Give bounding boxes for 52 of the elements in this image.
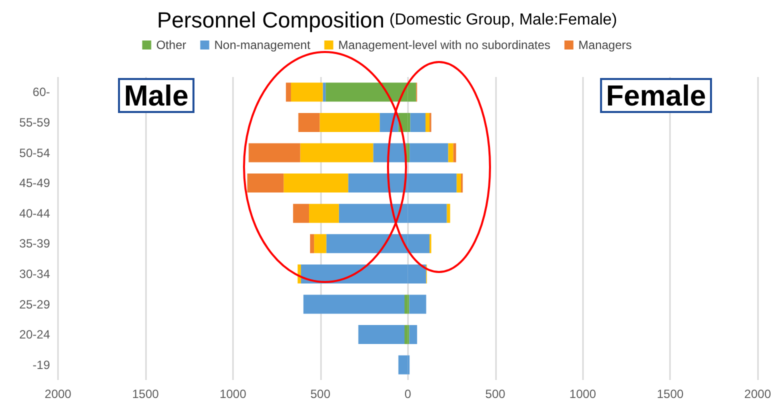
annotation: Male [124, 80, 188, 112]
bar [290, 82, 323, 102]
y-tick-label: 20-24 [19, 328, 50, 342]
bar [409, 294, 426, 314]
legend-label: Managers [578, 38, 632, 52]
bar [358, 325, 405, 344]
bar [310, 234, 314, 254]
bar [303, 294, 405, 314]
x-tick-label: 500 [485, 387, 506, 401]
bar [247, 174, 284, 193]
bar [398, 355, 408, 374]
annotation: Female [606, 80, 706, 112]
x-tick-label: 2000 [744, 387, 772, 401]
bar [446, 204, 450, 223]
y-tick-label: 45-49 [19, 176, 50, 190]
bar [293, 204, 309, 223]
bar [409, 325, 418, 344]
bar [410, 143, 448, 162]
bar [410, 112, 426, 132]
y-tick-label: 40-44 [19, 206, 50, 220]
legend-label: Other [156, 38, 186, 52]
x-tick-label: 1000 [569, 387, 596, 401]
x-tick-label: 1000 [220, 387, 247, 401]
legend-label: Non-management [214, 38, 311, 52]
bar [300, 143, 374, 162]
bar [456, 174, 461, 193]
y-tick-label: 55-59 [19, 115, 50, 130]
bar [404, 325, 408, 344]
chart-subtitle: (Domestic Group, Male:Female) [389, 12, 618, 28]
bar [314, 234, 326, 254]
chart-title: Personnel Composition [156, 8, 384, 32]
x-tick-label: 1500 [132, 387, 160, 401]
bar [404, 294, 408, 314]
bar [448, 143, 454, 162]
y-tick-label: 60- [32, 85, 50, 100]
bar [425, 112, 430, 132]
bar [320, 112, 380, 132]
x-tick-label: 500 [310, 387, 331, 401]
bar [286, 82, 291, 102]
y-tick-label: 35-39 [19, 236, 50, 251]
y-tick-label: 50-54 [19, 146, 50, 160]
x-tick-label: 1500 [656, 387, 684, 401]
bar [309, 204, 339, 223]
bar [284, 174, 348, 193]
x-tick-label: 2000 [44, 387, 72, 401]
bar [248, 143, 300, 162]
legend-label: Management-level with no subordinates [338, 38, 550, 52]
y-tick-label: -19 [32, 358, 50, 372]
bar [298, 112, 320, 132]
x-tick-label: 0 [404, 387, 412, 401]
y-tick-label: 25-29 [19, 297, 50, 312]
y-tick-label: 30-34 [19, 266, 50, 281]
